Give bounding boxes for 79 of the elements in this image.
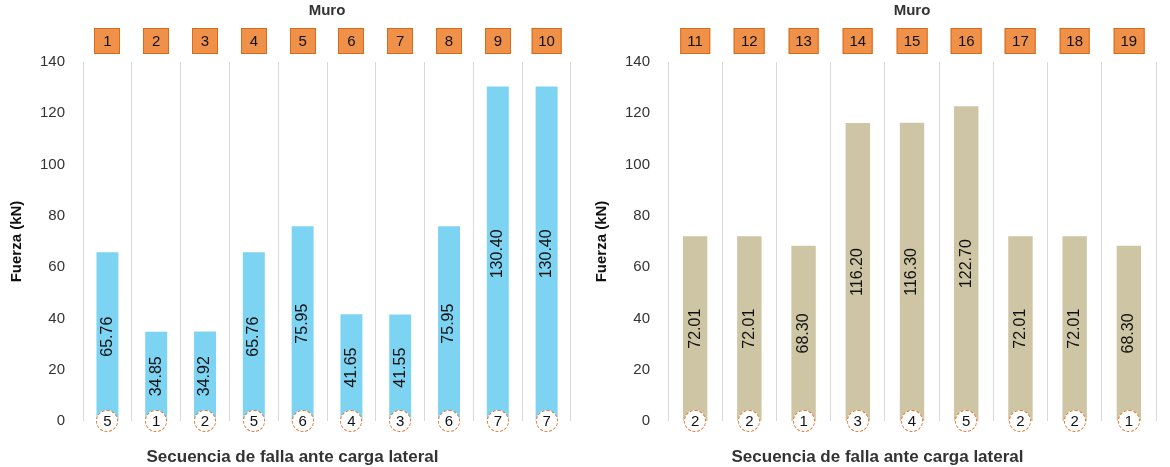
x-tick-label: 6	[347, 32, 356, 49]
data-label: 65.76	[97, 316, 115, 357]
annotation: 7	[493, 412, 502, 429]
data-label: 130.40	[537, 229, 555, 279]
annotation: 1	[799, 412, 808, 429]
data-label: 68.30	[793, 313, 811, 354]
x-tick-label: 19	[1120, 32, 1138, 49]
x-tick-label: 5	[298, 32, 307, 49]
y-tick-label: 60	[633, 257, 651, 275]
y-tick-label: 100	[625, 154, 651, 172]
data-label: 72.01	[685, 308, 703, 349]
annotation: 4	[347, 412, 356, 429]
x-tick-label: 15	[903, 32, 921, 49]
y-tick-label: 100	[40, 154, 66, 172]
annotation: 1	[152, 412, 161, 429]
data-label: 75.95	[293, 303, 311, 344]
annotation: 2	[1070, 412, 1079, 429]
data-label: 65.76	[244, 316, 262, 357]
x-tick-label: 10	[538, 32, 555, 49]
x-tick-label: 18	[1066, 32, 1083, 49]
x-axis-title: Secuencia de falla ante carga lateral	[730, 447, 1025, 467]
annotation: 6	[444, 412, 454, 429]
data-label: 68.30	[1119, 313, 1137, 354]
annotation: 1	[1124, 412, 1134, 429]
data-label: 72.01	[1010, 308, 1028, 349]
data-label: 72.01	[739, 308, 757, 349]
annotation: 5	[103, 412, 112, 429]
y-axis-title: Fuerza (kN)	[7, 200, 25, 283]
annotation: 2	[1016, 412, 1025, 429]
x-tick-label: 9	[493, 32, 502, 49]
data-label: 116.20	[848, 248, 866, 296]
data-label: 41.55	[390, 347, 408, 388]
annotation: 5	[962, 412, 971, 429]
x2-axis-title: Muro	[893, 1, 931, 19]
y-tick-label: 40	[633, 308, 651, 326]
y-tick-label: 140	[625, 52, 651, 70]
x-tick-label: 7	[396, 32, 405, 49]
x-tick-label: 13	[795, 32, 812, 49]
data-label: 34.92	[195, 356, 213, 397]
y-axis-title: Fuerza (kN)	[592, 200, 610, 283]
data-label: 122.70	[956, 239, 974, 289]
x-axis-title: Secuencia de falla ante carga lateral	[145, 447, 440, 467]
annotation: 2	[200, 412, 210, 429]
annotation: 2	[690, 412, 700, 429]
y-tick-label: 120	[40, 103, 66, 121]
data-label: 75.95	[439, 303, 457, 344]
y-tick-label: 0	[56, 411, 66, 429]
data-label: 116.30	[902, 247, 920, 296]
data-label: 41.65	[341, 347, 359, 388]
y-tick-label: 0	[641, 411, 651, 429]
y-tick-label: 60	[48, 257, 66, 275]
x-tick-label: 14	[849, 32, 867, 49]
x-tick-label: 17	[1012, 32, 1029, 49]
annotation: 3	[396, 412, 405, 429]
x-tick-label: 16	[957, 32, 975, 49]
annotation: 2	[745, 412, 754, 429]
y-tick-label: 80	[633, 206, 651, 223]
y-tick-label: 40	[48, 308, 66, 326]
x-tick-label: 3	[200, 32, 210, 49]
annotation: 4	[907, 412, 917, 429]
x-tick-label: 2	[152, 32, 161, 49]
x-tick-label: 8	[444, 32, 454, 49]
y-tick-label: 20	[633, 359, 651, 377]
annotation: 7	[542, 412, 551, 429]
x-tick-label: 11	[687, 32, 703, 49]
x2-axis-title: Muro	[308, 1, 346, 19]
annotation: 5	[249, 412, 258, 429]
y-tick-label: 20	[48, 359, 66, 377]
y-tick-label: 80	[48, 206, 66, 223]
y-tick-label: 120	[625, 103, 651, 121]
annotation: 3	[853, 412, 862, 429]
annotation: 6	[298, 412, 307, 429]
x-tick-label: 1	[103, 32, 112, 49]
data-label: 130.40	[488, 229, 506, 279]
data-label: 34.85	[146, 356, 164, 397]
y-tick-label: 140	[40, 52, 66, 70]
x-tick-label: 4	[249, 32, 258, 49]
x-tick-label: 12	[741, 32, 758, 49]
data-label: 72.01	[1065, 308, 1083, 349]
